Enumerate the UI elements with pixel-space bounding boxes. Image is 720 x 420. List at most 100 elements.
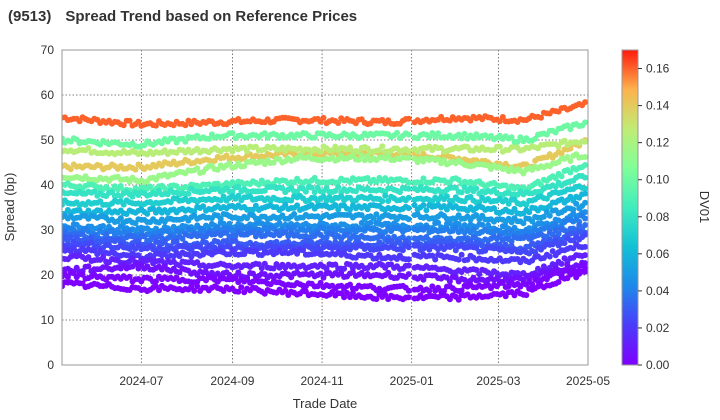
data-point	[182, 138, 189, 145]
y-tick-label: 50	[41, 133, 55, 147]
data-point	[382, 229, 389, 235]
data-point	[126, 273, 133, 280]
data-point	[476, 271, 483, 278]
data-point	[449, 242, 456, 249]
data-point	[405, 262, 412, 269]
x-tick-label: 2024-11	[300, 374, 343, 388]
data-point	[358, 152, 365, 159]
data-point	[156, 287, 162, 294]
data-point	[458, 287, 465, 294]
data-point	[153, 122, 159, 129]
data-point	[546, 212, 553, 219]
data-point	[582, 162, 588, 168]
y-tick-label: 30	[41, 223, 55, 237]
data-point	[126, 117, 133, 124]
data-point	[252, 202, 259, 209]
data-point	[147, 183, 154, 190]
colorbar-tick-label: 0.06	[646, 247, 670, 261]
data-point	[355, 156, 362, 163]
data-point	[426, 134, 433, 141]
data-point	[582, 222, 588, 228]
data-point	[529, 281, 536, 288]
data-point	[282, 228, 289, 235]
data-point	[582, 138, 588, 145]
data-point	[429, 283, 436, 290]
colorbar-tick-label: 0.02	[646, 321, 670, 335]
data-point	[217, 215, 224, 222]
data-point	[455, 296, 462, 303]
data-point	[399, 247, 406, 254]
data-point	[567, 158, 574, 164]
data-point	[405, 244, 412, 251]
x-tick-label: 2024-09	[210, 374, 254, 388]
data-point	[396, 189, 403, 196]
data-point	[432, 256, 439, 263]
data-point	[385, 198, 392, 204]
x-tick-label: 2025-01	[390, 374, 434, 388]
data-point	[405, 148, 412, 155]
data-point	[405, 294, 412, 301]
colorbar-tick-label: 0.10	[646, 173, 670, 187]
plot-frame	[61, 49, 589, 366]
colorbar-ticks: 0.00 0.02 0.04 0.06 0.08 0.10 0.12 0.14 0.16	[638, 62, 670, 372]
data-point	[582, 243, 588, 250]
data-point	[435, 219, 442, 226]
data-point	[67, 166, 74, 173]
data-point	[558, 173, 565, 180]
data-point	[344, 289, 350, 296]
data-point	[229, 188, 236, 195]
data-point	[235, 288, 242, 295]
title-text: Spread Trend based on Reference Prices	[65, 8, 358, 25]
data-point	[405, 131, 412, 138]
data-point	[341, 294, 348, 301]
data-point	[452, 224, 459, 231]
colorbar-tick-label: 0.00	[646, 358, 670, 372]
data-point	[582, 199, 588, 206]
data-point	[135, 118, 142, 125]
data-point	[508, 238, 515, 245]
data-point	[291, 211, 298, 217]
data-point	[194, 165, 201, 172]
data-point	[347, 281, 353, 288]
data-point	[173, 238, 180, 245]
data-point	[379, 198, 386, 205]
y-axis-label: Spread (bp)	[2, 173, 17, 242]
data-point	[411, 202, 418, 209]
data-point	[479, 221, 486, 228]
data-point	[523, 201, 530, 208]
data-point	[282, 201, 289, 208]
data-point	[238, 284, 245, 291]
axis-ticks: 0 10 20 30 40 50 60 70 2024-07 2024-09 2024-11 2025…	[41, 43, 611, 388]
data-point	[161, 238, 168, 245]
data-point	[62, 243, 65, 250]
data-point	[496, 118, 503, 125]
data-point	[405, 185, 412, 192]
data-point	[308, 184, 315, 191]
data-point	[558, 150, 565, 157]
data-point	[335, 184, 342, 191]
data-point	[414, 242, 421, 249]
colorbar-label: DV01	[697, 191, 712, 224]
data-point	[220, 193, 227, 200]
data-point	[473, 266, 480, 273]
data-point	[347, 206, 353, 213]
data-point	[323, 265, 330, 272]
data-point	[85, 145, 92, 152]
data-point	[555, 279, 562, 285]
data-point	[85, 263, 92, 270]
data-point	[91, 188, 98, 195]
data-point	[514, 139, 521, 145]
data-point	[294, 202, 301, 209]
data-point	[235, 192, 242, 199]
data-point	[153, 278, 159, 285]
data-point	[582, 119, 588, 126]
data-point	[373, 211, 380, 218]
colorbar-tick-label: 0.14	[646, 99, 670, 113]
colorbar-tick-label: 0.16	[646, 62, 670, 76]
data-point	[458, 251, 465, 258]
data-point	[426, 288, 433, 294]
data-point	[582, 190, 588, 197]
data-point	[520, 220, 527, 227]
